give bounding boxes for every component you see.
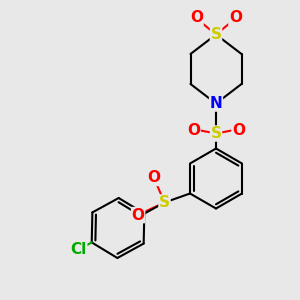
Text: Cl: Cl [70,242,87,257]
Text: O: O [232,123,245,138]
Text: O: O [187,123,200,138]
Text: S: S [159,195,170,210]
Text: O: O [229,11,242,26]
Text: S: S [211,126,221,141]
Text: N: N [210,96,222,111]
Text: O: O [148,170,160,185]
Text: S: S [211,27,221,42]
Text: O: O [132,208,145,223]
Text: O: O [190,11,203,26]
